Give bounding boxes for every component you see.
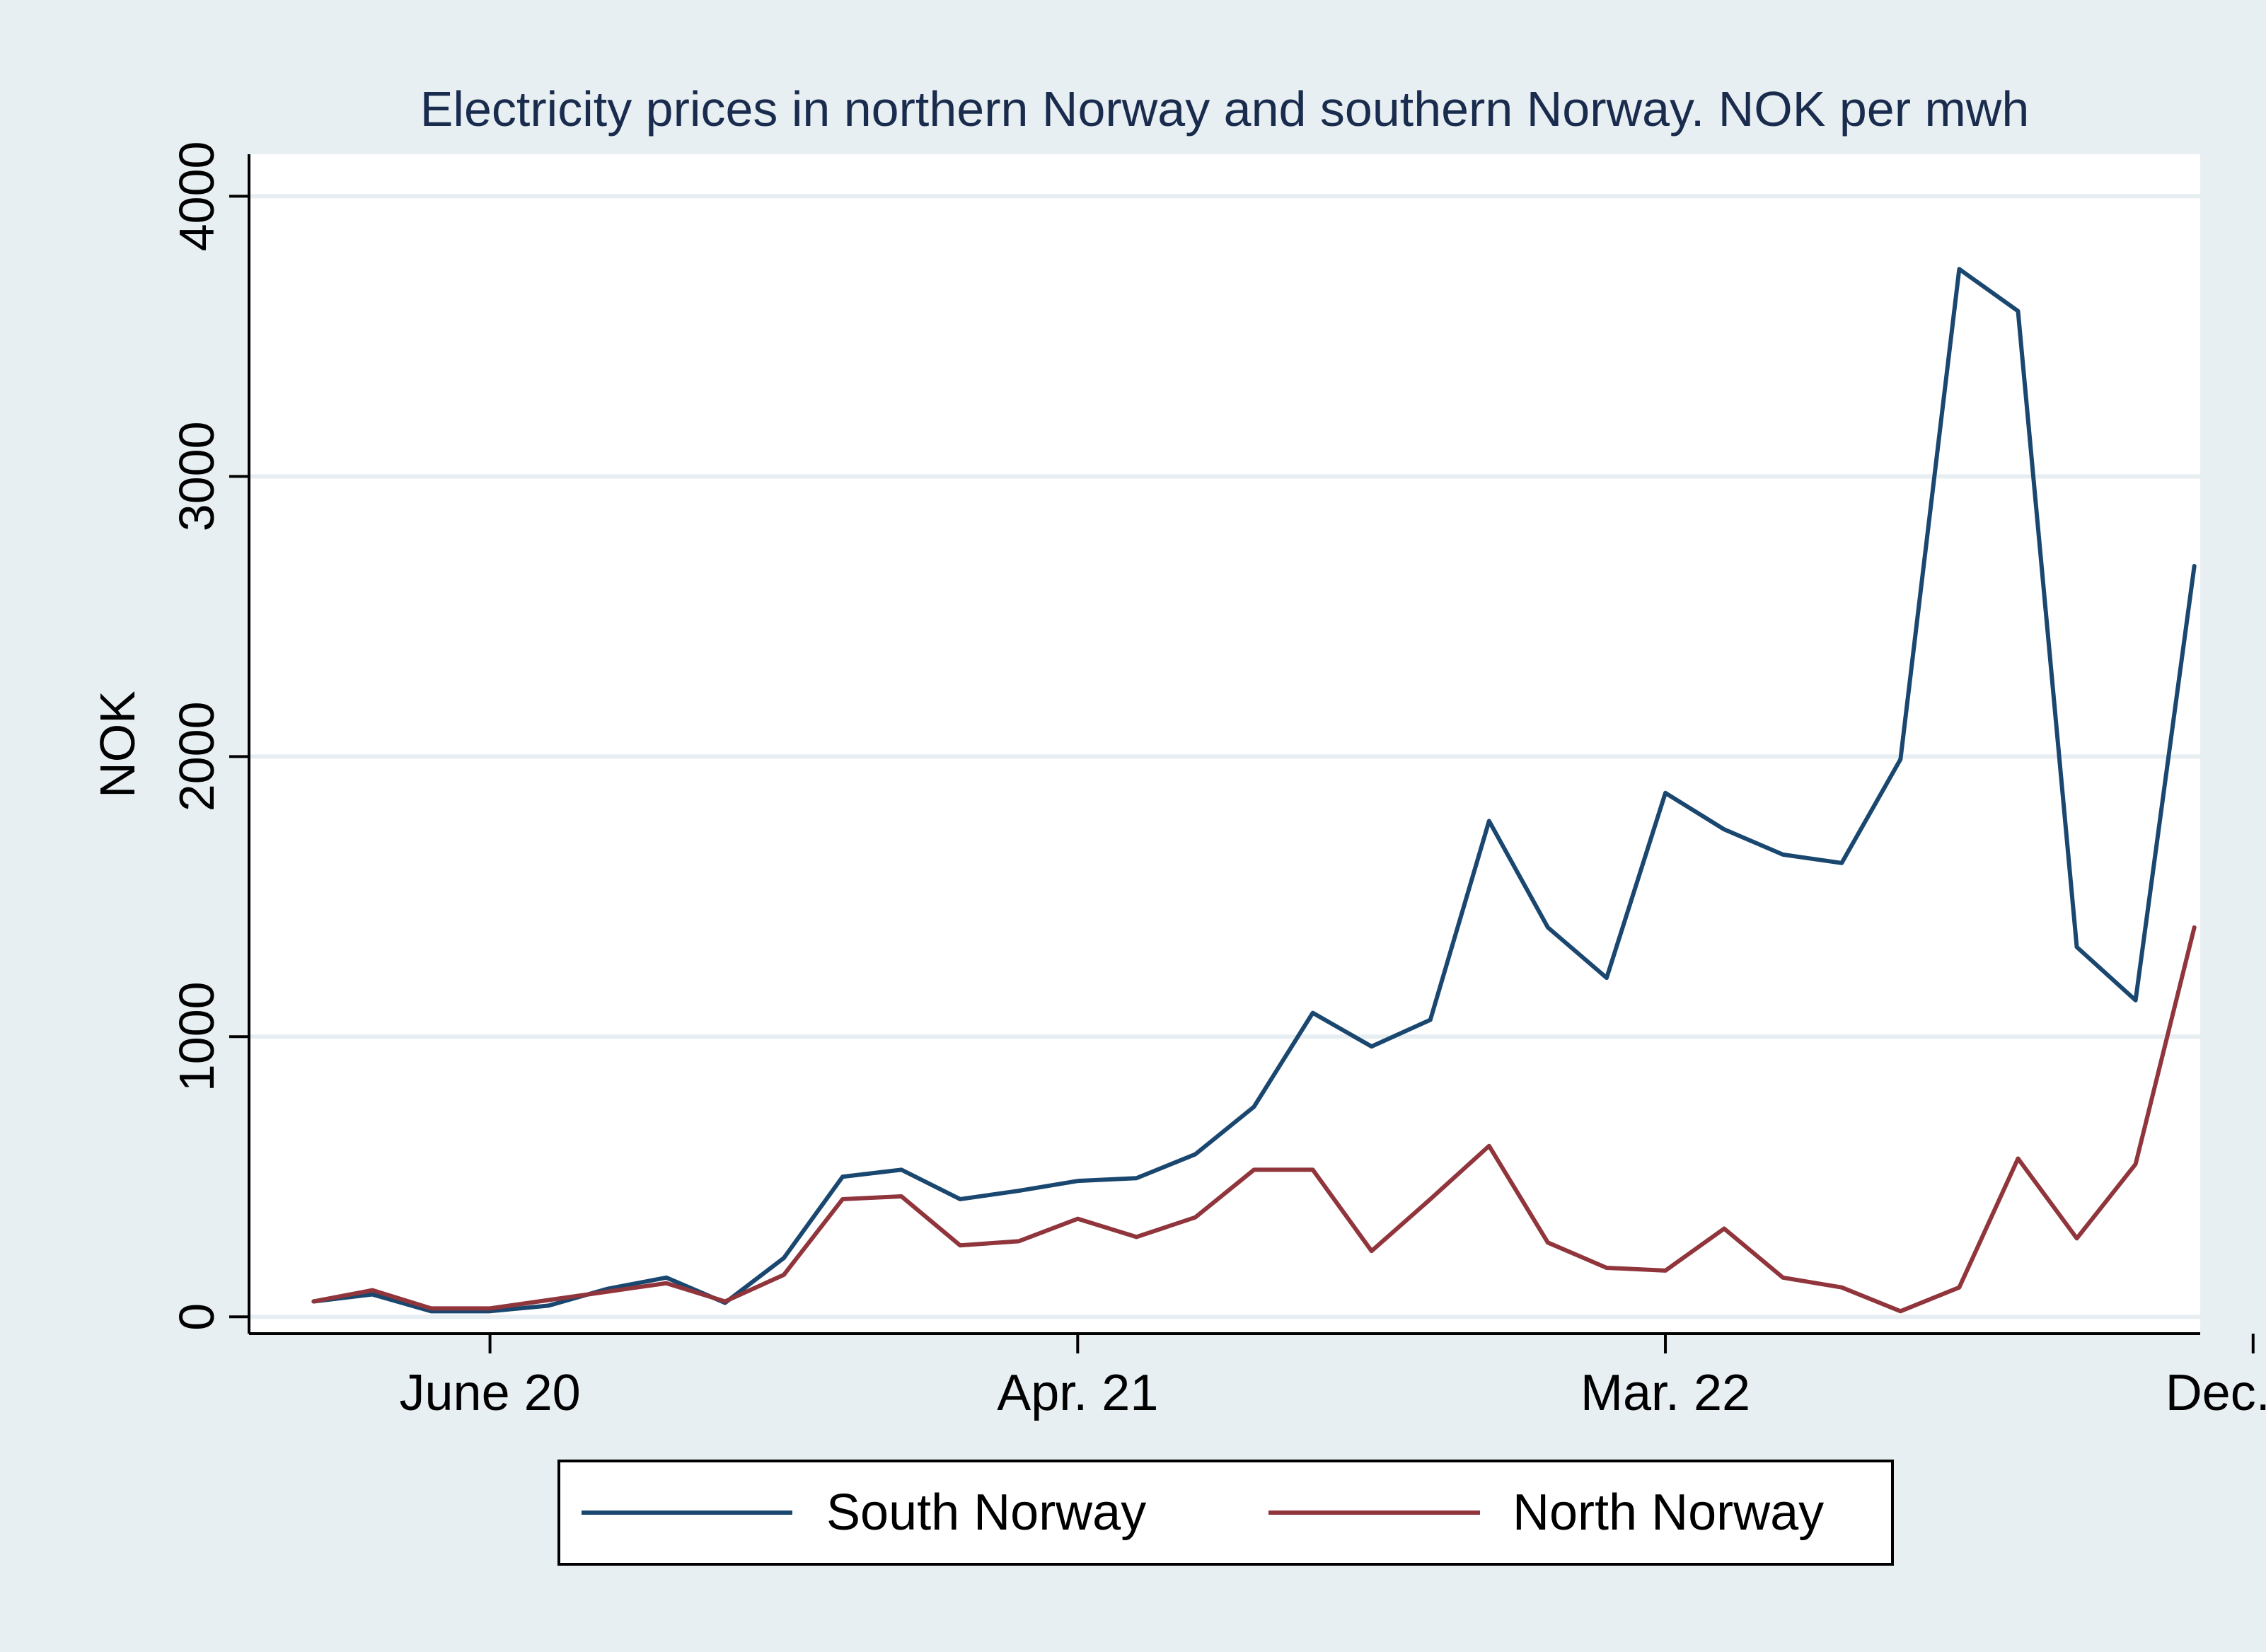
legend-label-north-norway: North Norway (1513, 1484, 1824, 1541)
x-ticks: June 20 Apr. 21 Mar. 22 Dec. 22 (399, 1334, 2266, 1421)
y-tick-label-1000: 1000 (169, 981, 224, 1092)
x-tick-label-1: Apr. 21 (997, 1365, 1158, 1421)
legend: South Norway North Norway (557, 1460, 1894, 1566)
series-line-south-norway (311, 267, 2197, 1314)
y-tick-label-2000: 2000 (169, 701, 224, 811)
x-tick-label-0: June 20 (399, 1365, 580, 1421)
x-tick-label-3: Dec. 22 (2166, 1365, 2266, 1421)
y-tick-label-3000: 3000 (169, 421, 224, 531)
legend-label-south-norway: South Norway (826, 1484, 1146, 1541)
y-tick-label-0: 0 (169, 1303, 224, 1331)
chart-title: Electricity prices in northern Norway an… (420, 81, 2030, 137)
y-axis-label: NOK (90, 691, 145, 798)
series-line-north-norway (311, 925, 2197, 1314)
y-tick-label-4000: 4000 (169, 141, 224, 252)
gridlines (249, 194, 2200, 1319)
y-ticks: 0 1000 2000 3000 4000 (169, 141, 249, 1331)
axes (248, 154, 2200, 1335)
plot-area (249, 154, 2200, 1334)
x-tick-label-2: Mar. 22 (1580, 1365, 1750, 1421)
series-lines (311, 267, 2197, 1314)
